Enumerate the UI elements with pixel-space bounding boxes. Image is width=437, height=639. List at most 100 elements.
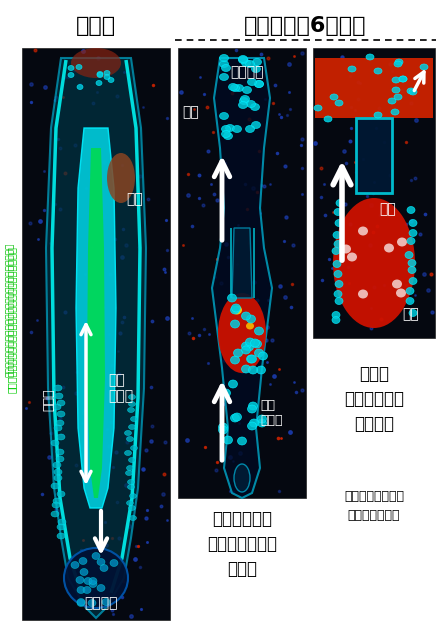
Ellipse shape (128, 394, 135, 399)
Ellipse shape (330, 94, 338, 100)
Ellipse shape (89, 580, 97, 587)
Ellipse shape (406, 288, 414, 295)
Text: 毛包幹細胞とその子孫細胞（緑）／中性脂肪染色（赤）: 毛包幹細胞とその子孫細胞（緑）／中性脂肪染色（赤） (6, 243, 14, 377)
Ellipse shape (420, 64, 428, 70)
Ellipse shape (240, 95, 250, 102)
Ellipse shape (128, 401, 135, 406)
Ellipse shape (57, 411, 65, 417)
Ellipse shape (341, 245, 351, 254)
Ellipse shape (348, 66, 356, 72)
Ellipse shape (253, 340, 261, 348)
Ellipse shape (250, 104, 260, 111)
Ellipse shape (56, 449, 64, 455)
Ellipse shape (408, 259, 416, 266)
Bar (356, 168, 392, 173)
Ellipse shape (58, 519, 66, 525)
Ellipse shape (324, 116, 332, 122)
Ellipse shape (129, 516, 136, 521)
Ellipse shape (53, 498, 61, 504)
Text: 高脂肪食（6ヶ月）: 高脂肪食（6ヶ月） (244, 16, 366, 36)
Ellipse shape (218, 426, 228, 434)
Ellipse shape (358, 226, 368, 236)
Ellipse shape (250, 419, 259, 427)
Ellipse shape (242, 312, 250, 320)
Ellipse shape (76, 65, 82, 70)
Ellipse shape (57, 533, 65, 539)
Ellipse shape (126, 465, 133, 470)
Ellipse shape (228, 294, 236, 302)
Ellipse shape (409, 220, 417, 226)
Ellipse shape (57, 524, 65, 530)
Ellipse shape (243, 86, 252, 93)
Ellipse shape (254, 349, 264, 357)
Ellipse shape (407, 238, 415, 245)
Ellipse shape (125, 431, 132, 436)
Ellipse shape (408, 266, 416, 273)
Ellipse shape (102, 599, 110, 606)
Ellipse shape (332, 316, 340, 323)
Ellipse shape (229, 84, 237, 91)
Ellipse shape (54, 425, 62, 431)
Ellipse shape (392, 279, 402, 288)
Ellipse shape (396, 288, 406, 298)
Ellipse shape (246, 100, 256, 107)
Text: 毛包幹細胞の
表皮・脂腺分化
と枯渇: 毛包幹細胞の 表皮・脂腺分化 と枯渇 (207, 510, 277, 578)
Ellipse shape (88, 599, 96, 606)
Polygon shape (76, 128, 116, 508)
Ellipse shape (407, 88, 415, 94)
Ellipse shape (374, 112, 382, 118)
Ellipse shape (232, 305, 242, 314)
Bar (356, 153, 392, 158)
Ellipse shape (409, 309, 417, 316)
Ellipse shape (246, 338, 254, 346)
Ellipse shape (54, 475, 62, 481)
Polygon shape (315, 58, 433, 118)
Ellipse shape (100, 564, 108, 571)
Ellipse shape (55, 393, 63, 399)
Ellipse shape (223, 132, 232, 139)
Text: 脂腺
に分化: 脂腺 に分化 (260, 399, 282, 427)
Ellipse shape (53, 404, 61, 410)
Ellipse shape (336, 199, 344, 206)
Ellipse shape (249, 366, 257, 374)
Ellipse shape (97, 72, 103, 77)
Ellipse shape (128, 424, 135, 429)
Ellipse shape (79, 557, 87, 564)
Ellipse shape (219, 54, 229, 61)
Ellipse shape (244, 343, 253, 351)
Bar (313, 48, 435, 338)
Ellipse shape (239, 98, 249, 105)
Ellipse shape (394, 61, 402, 67)
Bar (356, 138, 392, 143)
Ellipse shape (249, 402, 257, 410)
Ellipse shape (239, 102, 247, 109)
Ellipse shape (254, 81, 264, 88)
Ellipse shape (92, 553, 100, 560)
Ellipse shape (51, 440, 59, 446)
Ellipse shape (230, 306, 239, 314)
Ellipse shape (233, 349, 243, 357)
Ellipse shape (126, 500, 133, 505)
Ellipse shape (333, 198, 415, 328)
Ellipse shape (219, 112, 229, 119)
Ellipse shape (222, 130, 230, 137)
Ellipse shape (222, 389, 230, 397)
Ellipse shape (406, 298, 414, 305)
Ellipse shape (128, 408, 135, 413)
Ellipse shape (97, 72, 103, 77)
Ellipse shape (384, 243, 394, 252)
Ellipse shape (239, 56, 247, 63)
Ellipse shape (96, 81, 102, 86)
Ellipse shape (392, 77, 400, 83)
Ellipse shape (333, 231, 341, 238)
Ellipse shape (64, 548, 128, 608)
Ellipse shape (259, 352, 267, 360)
Ellipse shape (229, 380, 237, 388)
Ellipse shape (246, 61, 254, 68)
Ellipse shape (335, 298, 343, 305)
Ellipse shape (246, 125, 254, 132)
Ellipse shape (253, 59, 261, 66)
Ellipse shape (125, 470, 132, 475)
Ellipse shape (334, 270, 342, 277)
Ellipse shape (131, 445, 138, 450)
